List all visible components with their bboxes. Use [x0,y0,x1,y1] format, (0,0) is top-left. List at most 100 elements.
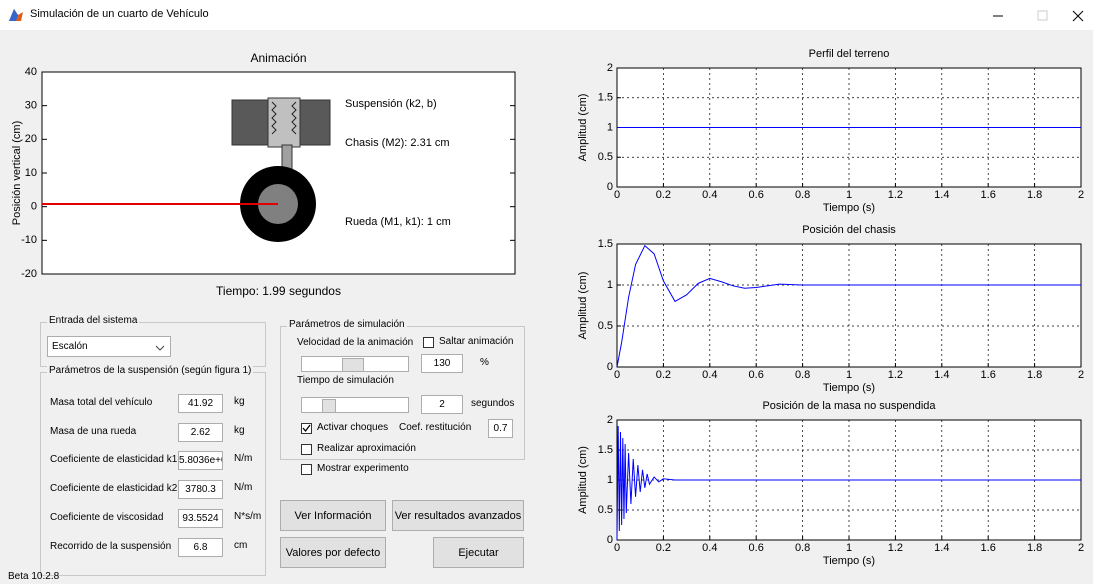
y-tick-label: 1 [607,474,613,486]
x-tick-label: 1.2 [888,369,903,381]
y-axis-label: Posición vertical (cm) [11,121,23,226]
animation-label: Rueda (M1, k1): 1 cm [345,216,451,228]
param-value: 6.8 [193,541,208,553]
experiment-label: Mostrar experimento [317,463,409,474]
x-tick-label: 1.4 [934,542,949,554]
dropdown-value: Escalón [52,341,88,352]
speed-input[interactable]: 130 [421,354,463,373]
param-value: 2.62 [190,426,211,438]
input-panel: Entrada del sistema Escalón [40,315,266,367]
x-tick-label: 1.2 [888,189,903,201]
collisions-checkbox[interactable] [301,423,312,434]
x-tick-label: 1 [846,189,852,201]
y-tick-label: 1 [607,121,613,133]
y-tick-label: 20 [25,133,37,145]
info-button[interactable]: Ver Información [280,500,386,531]
y-tick-label: -10 [21,234,37,246]
simulation-panel: Parámetros de simulación Velocidad de la… [280,319,525,475]
experiment-checkbox[interactable] [301,464,312,475]
x-tick-label: 1.2 [888,542,903,554]
approximation-label: Realizar aproximación [317,443,416,454]
skip-checkbox[interactable] [423,337,434,348]
app-icon [9,9,23,21]
param-input[interactable]: 93.5524 [178,508,223,528]
plot-frame [616,243,1082,368]
panel-title: Parámetros de la suspensión (según figur… [47,365,254,376]
param-input[interactable]: 5.8036e+04 [178,451,223,471]
param-unit: N/m [234,482,253,494]
x-tick-label: 0.2 [656,189,671,201]
animation-title: Animación [250,51,306,65]
window-title: Simulación de un cuarto de Vehículo [30,8,209,20]
x-tick-label: 1.4 [934,369,949,381]
animation-label: Chasis (M2): 2.31 cm [345,137,450,149]
approximation-checkbox[interactable] [301,444,312,455]
param-label: Coeficiente de viscosidad [50,511,164,523]
x-tick-label: 0.8 [795,542,810,554]
restitution-input[interactable]: 0.7 [488,419,513,438]
param-label: Masa total del vehículo [50,397,153,408]
param-input[interactable]: 41.92 [178,394,223,413]
y-tick-label: 1 [607,279,613,291]
y-tick-label: 1.5 [598,238,613,250]
time-input[interactable]: 2 [421,395,463,414]
x-tick-label: 1.6 [981,369,996,381]
param-unit: cm [234,539,248,551]
y-axis-label: Amplitud (cm) [577,446,589,514]
defaults-button[interactable]: Valores por defecto [280,537,386,568]
x-tick-label: 0.8 [795,189,810,201]
x-tick-label: 0.4 [702,369,717,381]
x-tick-label: 0.6 [749,189,764,201]
time-label: Tiempo: 1.99 segundos [216,284,341,298]
restitution-label: Coef. restitución [399,422,472,433]
param-input[interactable]: 2.62 [178,422,223,442]
x-tick-label: 1 [846,369,852,381]
dropdown-arrow [155,345,165,351]
param-label: Masa de una rueda [50,425,137,437]
param-unit: kg [234,424,245,436]
suspension-box [267,97,301,148]
param-label: Recorrido de la suspensión [50,540,172,552]
x-tick-label: 1.6 [981,542,996,554]
panel-title: Entrada del sistema [47,315,140,326]
button-label: Ver Información [294,509,372,522]
y-tick-label: 0 [607,181,613,193]
x-tick-label: 1.8 [1027,189,1042,201]
animation-label: Suspensión (k2, b) [345,98,437,110]
panel-title: Parámetros de simulación [287,319,407,330]
x-tick-label: 0 [614,369,620,381]
time-slider[interactable] [301,397,409,413]
param-input[interactable]: 6.8 [178,537,223,557]
restitution-value: 0.7 [493,423,508,434]
x-tick-label: 2 [1078,369,1084,381]
y-tick-label: 1.5 [598,92,613,104]
button-label: Valores por defecto [285,546,381,559]
maximize-button[interactable] [1037,10,1048,21]
y-axis-label: Amplitud (cm) [577,94,589,162]
param-label: Coeficiente de elasticidad k2 [50,483,178,495]
time-unit: segundos [471,398,515,409]
param-input[interactable]: 3780.3 [178,480,223,500]
param-value: 93.5524 [182,512,219,524]
x-axis-label: Tiempo (s) [823,202,875,214]
param-unit: N*s/m [234,510,262,522]
close-button[interactable] [1072,10,1084,22]
time-label: Tiempo de simulación [297,375,394,386]
y-tick-label: 2 [607,414,613,426]
x-axis-label: Tiempo (s) [823,382,875,394]
speed-label: Velocidad de la animación [297,337,414,348]
x-axis-label: Tiempo (s) [823,555,875,567]
input-dropdown[interactable]: Escalón [47,336,171,357]
y-tick-label: -20 [21,268,37,280]
y-tick-label: 30 [25,100,37,112]
x-tick-label: 0.4 [702,542,717,554]
speed-slider[interactable] [301,356,409,372]
version-label: Beta 10.2.8 [8,571,60,582]
x-tick-label: 0.6 [749,369,764,381]
x-tick-label: 0.4 [702,189,717,201]
advanced-button[interactable]: Ver resultados avanzados [392,500,524,531]
x-tick-label: 2 [1078,542,1084,554]
run-button[interactable]: Ejecutar [433,537,524,568]
param-value: 5.8036e+04 [179,455,222,467]
